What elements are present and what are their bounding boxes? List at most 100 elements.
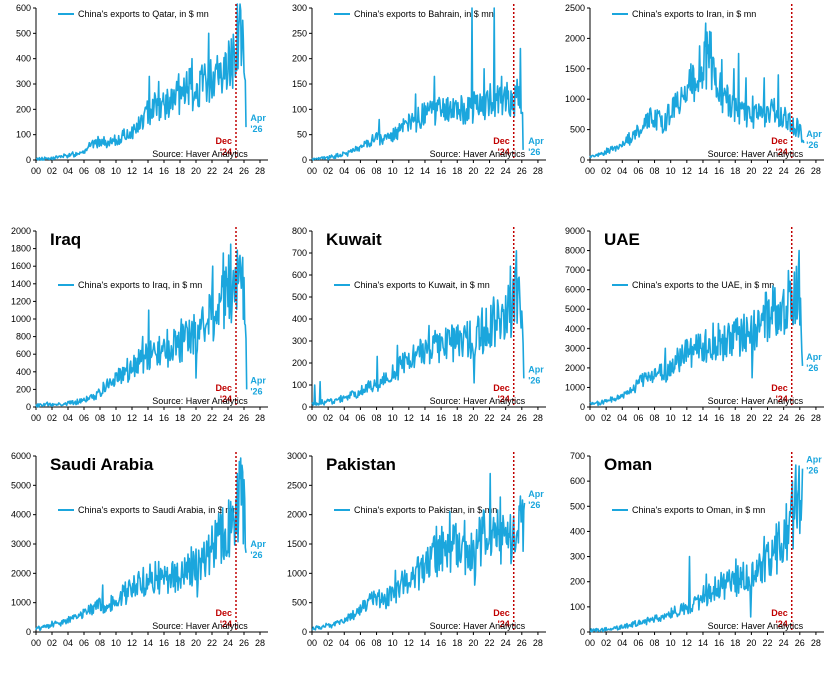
series-line (589, 249, 804, 407)
legend-label: China's exports to Oman, in $ mn (632, 505, 765, 515)
x-tick-label: 04 (63, 638, 73, 648)
dec-label-year: '24 (220, 619, 232, 629)
chart-svg: 0 1000 2000 3000 4000 5000 6000 7000 8000 9000 00 0… (565, 226, 824, 423)
x-tick-label: 14 (143, 638, 153, 648)
dec-label-year: '24 (498, 619, 510, 629)
x-tick-label: 18 (175, 166, 185, 176)
x-tick-label: 02 (323, 638, 333, 648)
x-tick-label: 04 (617, 166, 627, 176)
x-tick-label: 12 (404, 638, 414, 648)
legend-label: China's exports to the UAE, in $ mn (632, 280, 774, 290)
x-tick-label: 24 (223, 166, 233, 176)
dec-label-year: '24 (498, 147, 510, 157)
apr-label-month: Apr (806, 455, 822, 465)
y-tick-label: 100 (570, 602, 585, 612)
x-tick-label: 26 (239, 638, 249, 648)
y-tick-label: 1000 (565, 382, 585, 392)
x-tick-label: 06 (355, 413, 365, 423)
x-tick-label: 06 (79, 413, 89, 423)
y-tick-label: 800 (16, 332, 31, 342)
x-tick-label: 12 (404, 166, 414, 176)
x-tick-label: 24 (779, 413, 789, 423)
x-tick-label: 02 (47, 413, 57, 423)
y-tick-label: 1000 (11, 314, 31, 324)
x-tick-label: 08 (95, 413, 105, 423)
dec-label-year: '24 (776, 394, 788, 404)
apr-label-year: '26 (806, 363, 818, 373)
panel-title: Saudi Arabia (50, 455, 154, 474)
y-tick-label: 700 (292, 248, 307, 258)
series-line (311, 7, 524, 161)
x-tick-label: 16 (436, 166, 446, 176)
y-tick-label: 2000 (287, 510, 307, 520)
y-tick-label: 200 (16, 104, 31, 114)
x-tick-label: 04 (339, 166, 349, 176)
chart-svg: 0 1000 2000 3000 4000 5000 6000 00 02 04 06 08 10 12 1… (11, 451, 268, 648)
x-tick-label: 08 (650, 166, 660, 176)
y-tick-label: 6000 (565, 285, 585, 295)
x-tick-label: 28 (811, 166, 821, 176)
x-tick-label: 24 (501, 413, 511, 423)
x-tick-label: 00 (31, 638, 41, 648)
y-tick-label: 500 (570, 501, 585, 511)
chart-svg: 0 500 1000 1500 2000 2500 00 02 04 06 08 10 12 14 16 18… (565, 3, 824, 176)
y-tick-label: 4000 (11, 510, 31, 520)
x-tick-label: 26 (795, 413, 805, 423)
x-tick-label: 06 (633, 638, 643, 648)
y-tick-label: 7000 (565, 265, 585, 275)
x-tick-label: 18 (730, 166, 740, 176)
x-tick-label: 26 (795, 166, 805, 176)
chart-panel-7: 0 1000 2000 3000 4000 5000 6000 00 02 04 06 08 10 12 1… (0, 450, 278, 675)
y-tick-label: 2000 (11, 568, 31, 578)
y-tick-label: 600 (16, 349, 31, 359)
dec-label-month: Dec (215, 383, 232, 393)
x-tick-label: 16 (159, 166, 169, 176)
x-tick-label: 08 (372, 166, 382, 176)
y-tick-label: 400 (570, 526, 585, 536)
x-tick-label: 14 (698, 413, 708, 423)
x-tick-label: 10 (666, 413, 676, 423)
dec-label-month: Dec (215, 136, 232, 146)
source-label: Source: Haver Analytics (430, 396, 526, 406)
x-tick-label: 16 (436, 638, 446, 648)
y-tick-label: 0 (302, 402, 307, 412)
x-tick-label: 14 (143, 166, 153, 176)
dec-label-month: Dec (771, 383, 788, 393)
y-tick-label: 500 (570, 125, 585, 135)
y-tick-label: 2000 (565, 363, 585, 373)
x-tick-label: 00 (31, 413, 41, 423)
x-tick-label: 08 (372, 638, 382, 648)
x-tick-label: 04 (617, 638, 627, 648)
x-tick-label: 26 (795, 638, 805, 648)
x-tick-label: 20 (746, 166, 756, 176)
x-tick-label: 00 (307, 166, 317, 176)
chart-panel-4: 0 200 400 600 800 1000 1200 1400 1600 1800 2000 00 0… (0, 225, 278, 450)
y-tick-label: 2000 (565, 33, 585, 43)
y-tick-label: 1000 (287, 568, 307, 578)
y-tick-label: 4000 (565, 324, 585, 334)
y-tick-label: 400 (16, 367, 31, 377)
y-tick-label: 800 (292, 226, 307, 236)
series-line (589, 22, 805, 159)
x-tick-label: 02 (47, 166, 57, 176)
panel-title: UAE (604, 230, 640, 249)
apr-label-year: '26 (806, 466, 818, 476)
x-tick-label: 10 (388, 638, 398, 648)
x-tick-label: 18 (730, 638, 740, 648)
x-tick-label: 10 (388, 166, 398, 176)
x-tick-label: 06 (79, 166, 89, 176)
apr-label-year: '26 (806, 140, 818, 150)
x-tick-label: 12 (682, 638, 692, 648)
x-tick-label: 22 (207, 413, 217, 423)
x-tick-label: 04 (339, 413, 349, 423)
x-tick-label: 20 (191, 413, 201, 423)
x-tick-label: 16 (714, 638, 724, 648)
x-tick-label: 06 (355, 166, 365, 176)
legend-label: China's exports to Kuwait, in $ mn (354, 280, 490, 290)
chart-svg: 0 50 100 150 200 250 300 00 02 04 06 08 10 12 14 16 18 20… (292, 3, 546, 176)
apr-label-month: Apr (250, 539, 266, 549)
apr-label-month: Apr (528, 364, 544, 374)
x-tick-label: 00 (31, 166, 41, 176)
y-tick-label: 200 (16, 384, 31, 394)
x-tick-label: 24 (779, 638, 789, 648)
